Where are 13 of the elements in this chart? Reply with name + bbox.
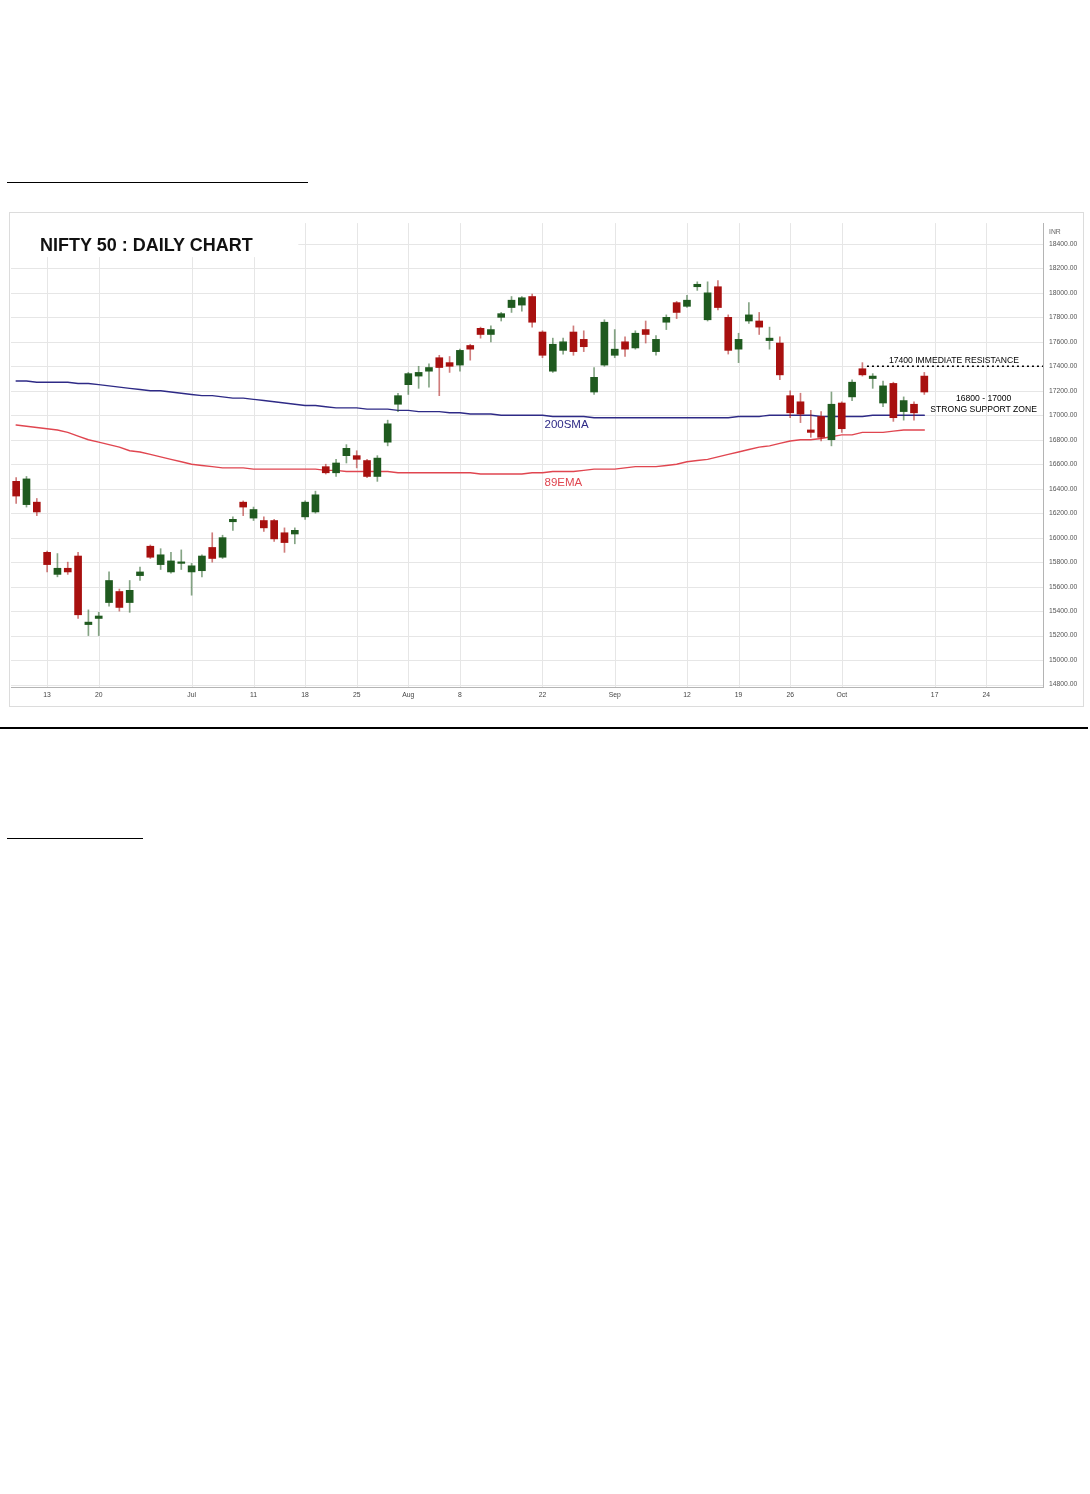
candlestick bbox=[229, 516, 237, 531]
candlestick bbox=[177, 549, 186, 570]
series-label: 200SMA bbox=[544, 418, 589, 431]
candlestick bbox=[466, 343, 475, 361]
annotation: 16800 - 17000 STRONG SUPPORT ZONE bbox=[930, 393, 1038, 415]
text: NIFTY 50 : DAILY CHART bbox=[40, 235, 253, 256]
candlestick bbox=[868, 373, 877, 389]
candlestick bbox=[94, 612, 103, 636]
candlestick bbox=[425, 363, 433, 388]
candlestick bbox=[610, 329, 619, 359]
candlestick bbox=[806, 410, 815, 438]
ref-line-label: 17400 IMMEDIATE RESISTANCE bbox=[888, 355, 1020, 366]
series-label: 89EMA bbox=[544, 475, 583, 488]
